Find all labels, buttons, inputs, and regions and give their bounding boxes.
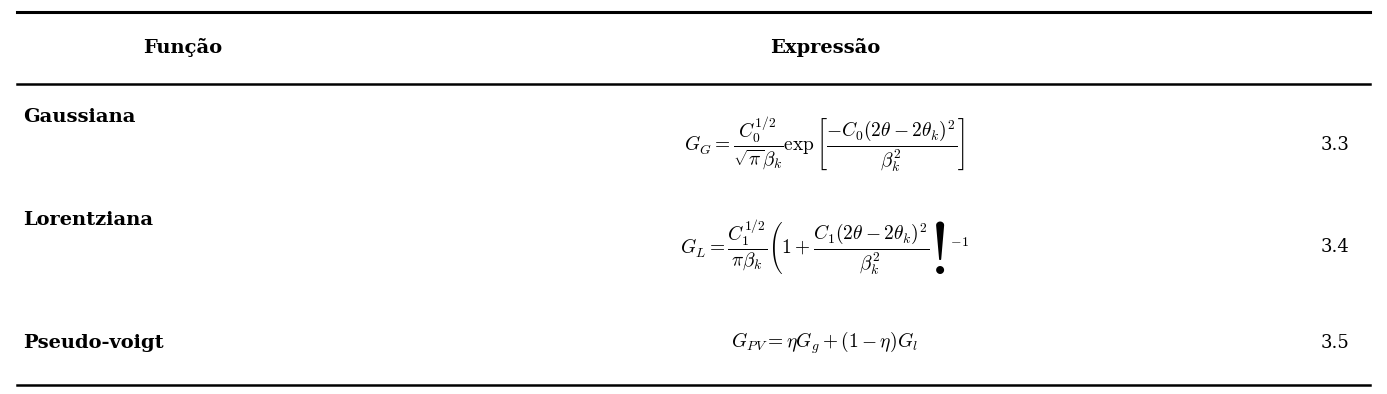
Text: $G_G = \dfrac{C_0^{1/2}}{\sqrt{\pi}\beta_k} \exp\left[\dfrac{-C_0(2\theta - 2\th: $G_G = \dfrac{C_0^{1/2}}{\sqrt{\pi}\beta…: [684, 115, 965, 175]
Text: $G_{PV} = \eta G_g + (1 - \eta)G_l$: $G_{PV} = \eta G_g + (1 - \eta)G_l$: [731, 329, 918, 356]
Text: Expressão: Expressão: [770, 38, 879, 57]
Text: Lorentziana: Lorentziana: [24, 211, 154, 229]
Text: 3.5: 3.5: [1320, 334, 1350, 352]
Text: Pseudo-voigt: Pseudo-voigt: [24, 334, 164, 352]
Text: 3.3: 3.3: [1320, 136, 1350, 154]
Text: Gaussiana: Gaussiana: [24, 108, 136, 126]
Text: $G_L = \dfrac{C_1^{1/2}}{\pi\beta_k}\left(1 + \dfrac{C_1(2\theta - 2\theta_k)^2}: $G_L = \dfrac{C_1^{1/2}}{\pi\beta_k}\lef…: [680, 217, 970, 277]
Text: 3.4: 3.4: [1320, 238, 1350, 256]
Text: Função: Função: [143, 38, 222, 57]
